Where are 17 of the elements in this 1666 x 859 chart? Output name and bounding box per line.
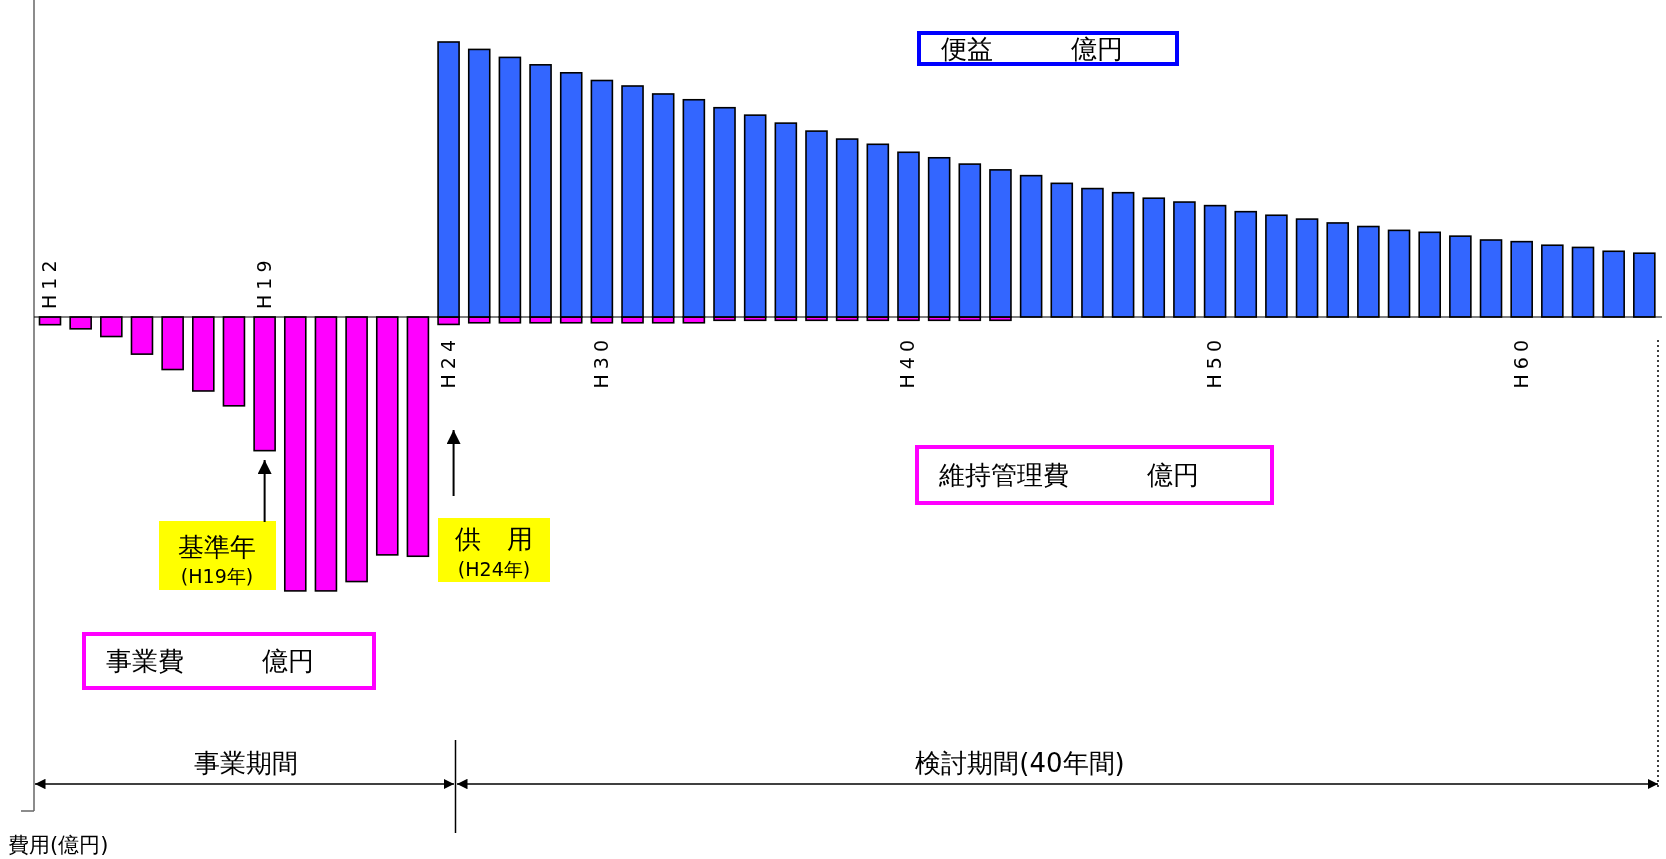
text: 検討期間(40年間): [915, 748, 1125, 778]
x-tick-label: H19: [252, 255, 275, 309]
annotation: (H19年): [180, 565, 254, 587]
annotation: 維持管理費 億円: [938, 460, 1199, 490]
annotation: 供 用: [455, 524, 533, 554]
x-tick-label: H40: [896, 335, 919, 389]
annotation: (H24年): [457, 558, 531, 580]
x-tick-label: H50: [1203, 335, 1226, 389]
annotation: 便益 億円: [941, 33, 1123, 64]
text: 費用(億円): [8, 833, 109, 857]
x-tick-label: H60: [1509, 335, 1532, 389]
text: 事業費 億円: [106, 646, 314, 676]
x-tick-label: H30: [589, 335, 612, 389]
annotation: 基準年: [178, 532, 256, 562]
x-tick-label: H12: [38, 255, 60, 309]
x-tick-label: H24: [436, 335, 459, 389]
text: 事業期間: [194, 748, 298, 778]
